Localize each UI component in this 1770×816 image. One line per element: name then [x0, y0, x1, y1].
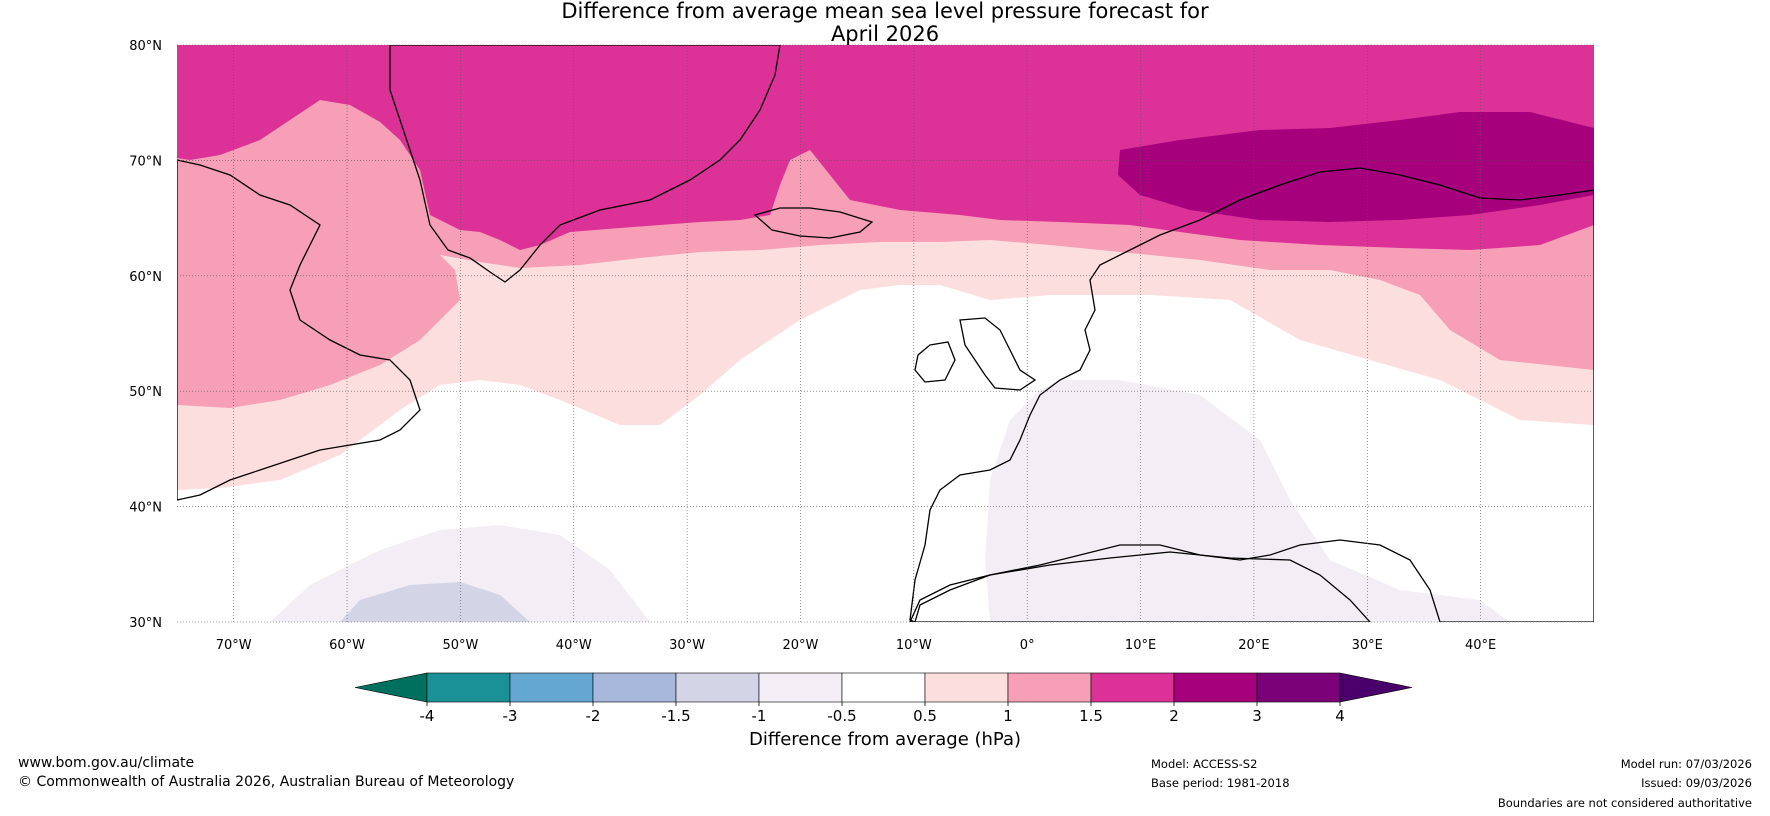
colorbar-segment	[426, 672, 511, 703]
anomaly-band-minus1_5-minus1	[340, 582, 530, 622]
colorbar-tick-label: -4	[420, 707, 435, 725]
colorbar-segment	[841, 672, 926, 703]
colorbar-segment	[1090, 672, 1175, 703]
british-isles-outline	[914, 317, 1037, 391]
title-line-2: April 2026	[830, 22, 940, 46]
lon-label: 70°W	[216, 638, 252, 653]
lon-label: 40°E	[1465, 638, 1496, 653]
anomaly-field	[177, 45, 1594, 622]
website-text: www.bom.gov.au/climate	[18, 755, 195, 771]
lat-label: 40°N	[129, 501, 162, 516]
colorbar-tick-label: -2	[586, 707, 601, 725]
model-text: Model: ACCESS-S2	[1151, 757, 1258, 771]
lon-label: 10°E	[1125, 638, 1156, 653]
lon-label: 10°W	[896, 638, 932, 653]
copyright-text: © Commonwealth of Australia 2026, Austra…	[18, 774, 515, 790]
canada-outline	[177, 159, 421, 501]
colorbar-segment	[1173, 672, 1258, 703]
colorbar-tick-label: -1.5	[661, 707, 690, 725]
lat-label: 60°N	[129, 270, 162, 285]
colorbar-tick-label: 0.5	[913, 707, 937, 725]
base-period-text: Base period: 1981-2018	[1151, 776, 1290, 790]
colorbar-segment	[675, 672, 760, 703]
colorbar-extend-high	[1339, 672, 1413, 703]
lat-label: 80°N	[129, 39, 162, 54]
colorbar-tick-label: 1.5	[1079, 707, 1103, 725]
europe-outline	[909, 167, 1594, 622]
lon-label: 20°W	[783, 638, 819, 653]
anomaly-band-minus1-minus0_5	[270, 380, 1510, 622]
colorbar-segment	[758, 672, 843, 703]
lon-label: 20°E	[1238, 638, 1269, 653]
lon-label: 30°W	[669, 638, 705, 653]
lat-label: 50°N	[129, 385, 162, 400]
colorbar-segment	[509, 672, 594, 703]
iceland-outline	[753, 207, 874, 239]
model-run-text: Model run: 07/03/2026	[1620, 757, 1752, 771]
colorbar-segment	[1256, 672, 1341, 703]
colorbar: -4 -3 -2 -1.5 -1 -0.5 0.5 1 1.5 2 3 4	[354, 672, 1413, 725]
lon-label: 50°W	[442, 638, 478, 653]
colorbar-tick-label: -1	[752, 707, 767, 725]
latitude-labels: 80°N 70°N 60°N 50°N 40°N 30°N	[129, 39, 162, 631]
lon-label: 0°	[1020, 638, 1035, 653]
graticule	[177, 44, 1594, 623]
colorbar-tick-label: 1	[1003, 707, 1013, 725]
colorbar-tick-label: 4	[1335, 707, 1345, 725]
lat-label: 70°N	[129, 154, 162, 169]
anomaly-band-2-3	[1118, 112, 1594, 222]
colorbar-tick-label: -0.5	[827, 707, 856, 725]
colorbar-tick-label: -3	[503, 707, 518, 725]
lat-label: 30°N	[129, 616, 162, 631]
disclaimer-text: Boundaries are not considered authoritat…	[1497, 796, 1752, 810]
map-title: Difference from average mean sea level p…	[0, 0, 1770, 46]
colorbar-segment	[924, 672, 1009, 703]
colorbar-segment	[592, 672, 677, 703]
greenland-outline	[389, 45, 781, 283]
lon-label: 40°W	[556, 638, 592, 653]
colorbar-title: Difference from average (hPa)	[749, 729, 1021, 750]
longitude-labels: 70°W 60°W 50°W 40°W 30°W 20°W 10°W 0° 10°E 20°E 30…	[216, 638, 1497, 653]
lon-label: 60°W	[329, 638, 365, 653]
issued-text: Issued: 09/03/2026	[1641, 776, 1752, 790]
colorbar-extend-low	[354, 672, 428, 703]
colorbar-segment	[1007, 672, 1092, 703]
colorbar-tick-label: 2	[1169, 707, 1179, 725]
title-line-1: Difference from average mean sea level p…	[561, 0, 1209, 23]
colorbar-tick-label: 3	[1252, 707, 1262, 725]
lon-label: 30°E	[1352, 638, 1383, 653]
north-africa-outline	[909, 551, 1371, 622]
